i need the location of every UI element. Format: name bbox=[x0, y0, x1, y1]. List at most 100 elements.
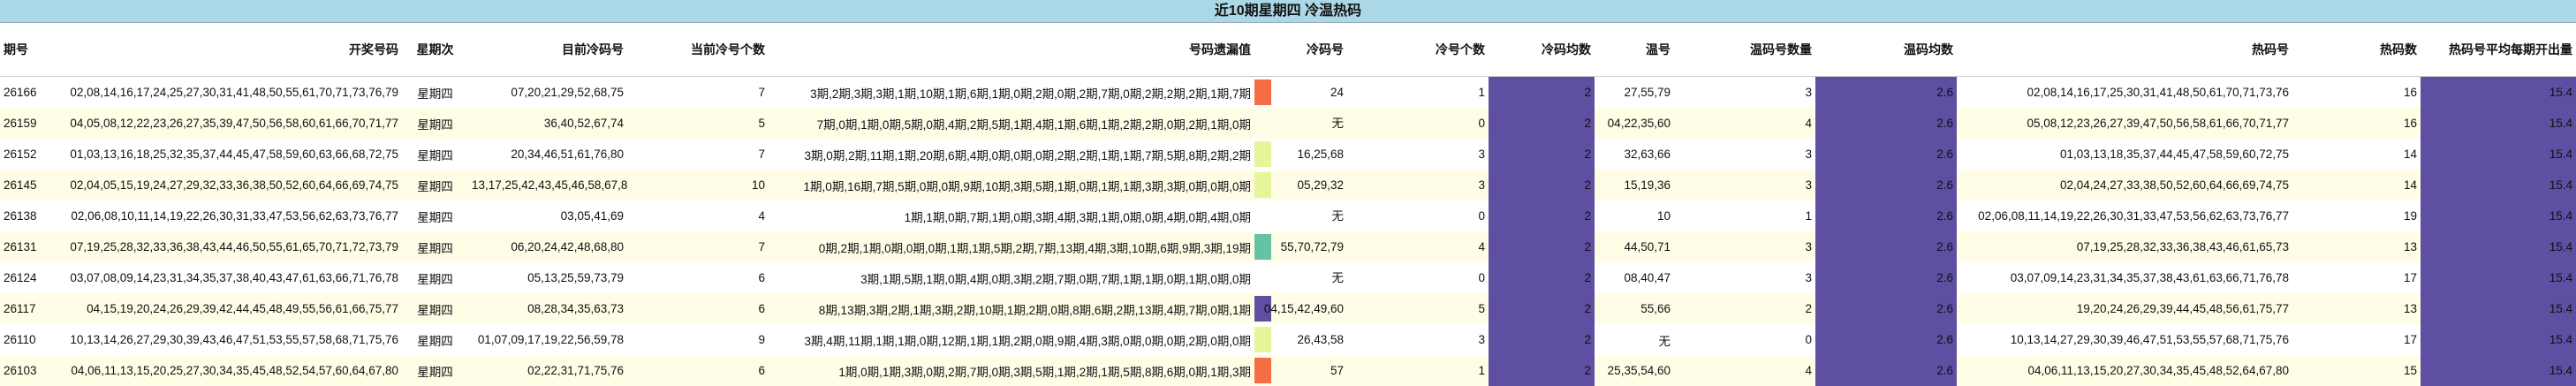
cell-omission: 0期,2期,1期,0期,0期,0期,1期,1期,5期,2期,7期,13期,4期,… bbox=[769, 231, 1254, 262]
header-hot-avg[interactable]: 热码号平均每期开出量 bbox=[2421, 23, 2576, 77]
cell-cold-count: 1 bbox=[1347, 76, 1489, 108]
cell-cold-now-count-value: 7 bbox=[758, 240, 765, 254]
cell-cold-avg: 2 bbox=[1489, 201, 1595, 231]
header-cold-now[interactable]: 目前冷码号 bbox=[468, 23, 627, 77]
cell-cold-avg-value: 2 bbox=[1584, 86, 1591, 99]
header-issue[interactable]: 期号 bbox=[0, 23, 49, 77]
cell-cold-avg: 2 bbox=[1489, 262, 1595, 293]
cell-cold-avg-value: 2 bbox=[1584, 148, 1591, 161]
table-row[interactable]: 26152 01,03,13,16,18,25,32,35,37,44,45,47… bbox=[0, 139, 2576, 170]
table-row[interactable]: 26117 04,15,19,20,24,26,29,39,42,44,45,48… bbox=[0, 293, 2576, 324]
cell-cold-avg-value: 2 bbox=[1584, 302, 1591, 315]
header-weekday[interactable]: 星期次 bbox=[402, 23, 468, 77]
cell-hot-avg-fill bbox=[2421, 262, 2576, 293]
cell-cold-now: 36,40,52,67,74 bbox=[468, 108, 627, 139]
cell-hot-count-value: 15 bbox=[2403, 364, 2417, 377]
cell-cold-now: 13,17,25,42,43,45,46,58,67,80 bbox=[468, 170, 627, 201]
cell-issue: 26152 bbox=[0, 139, 49, 170]
table-row[interactable]: 26159 04,05,08,12,22,23,26,27,35,39,47,50… bbox=[0, 108, 2576, 139]
cell-warm-avg: 2.6 bbox=[1815, 139, 1957, 170]
cell-cold-now: 08,28,34,35,63,73 bbox=[468, 293, 627, 324]
cell-warm: 55,66 bbox=[1595, 293, 1674, 324]
cell-cold-now-count: 7 bbox=[627, 139, 769, 170]
table-title: 近10期星期四 冷温热码 bbox=[0, 0, 2576, 23]
cell-hot-avg-value: 15.4 bbox=[2549, 117, 2572, 130]
cell-cold-count: 4 bbox=[1347, 231, 1489, 262]
cell-hot-avg-fill bbox=[2421, 324, 2576, 355]
cell-hot-avg-fill bbox=[2421, 108, 2576, 139]
table-row[interactable]: 26138 02,06,08,10,11,14,19,22,26,30,31,33… bbox=[0, 201, 2576, 231]
cell-warm-avg-fill bbox=[1815, 231, 1957, 262]
header-cold-avg[interactable]: 冷码均数 bbox=[1489, 23, 1595, 77]
cell-cold-count: 0 bbox=[1347, 108, 1489, 139]
cell-omission: 1期,0期,1期,3期,0期,2期,7期,0期,3期,5期,1期,2期,1期,5… bbox=[769, 355, 1254, 386]
table-row[interactable]: 26103 04,06,11,13,15,20,25,27,30,34,35,45… bbox=[0, 355, 2576, 386]
cell-omission: 3期,4期,11期,1期,1期,0期,12期,1期,1期,2期,0期,9期,4期… bbox=[769, 324, 1254, 355]
header-cold[interactable]: 冷码号 bbox=[1254, 23, 1347, 77]
cell-warm-count-value: 0 bbox=[1805, 333, 1812, 346]
cell-cold: 无 bbox=[1254, 262, 1347, 293]
cell-cold-avg-value: 2 bbox=[1584, 209, 1591, 223]
cell-cold-now-count: 5 bbox=[627, 108, 769, 139]
cell-hot: 01,03,13,18,35,37,44,45,47,58,59,60,72,7… bbox=[1957, 139, 2292, 170]
cell-cold-count-value: 0 bbox=[1478, 271, 1485, 284]
cell-cold-now-count-value: 4 bbox=[758, 209, 765, 223]
header-warm-count[interactable]: 温码号数量 bbox=[1674, 23, 1815, 77]
cell-warm-avg: 2.6 bbox=[1815, 355, 1957, 386]
cell-cold-value: 16,25,68 bbox=[1297, 148, 1344, 161]
cell-cold-now-count-value: 7 bbox=[758, 86, 765, 99]
cell-hot-avg: 15.4 bbox=[2421, 108, 2576, 139]
cell-numbers: 07,19,25,28,32,33,36,38,43,44,46,50,55,6… bbox=[49, 231, 402, 262]
cell-cold-now-count-value: 6 bbox=[758, 302, 765, 315]
cell-cold-value: 26,43,58 bbox=[1297, 333, 1344, 346]
cell-cold: 57 bbox=[1254, 355, 1347, 386]
table-row[interactable]: 26124 03,07,08,09,14,23,31,34,35,37,38,40… bbox=[0, 262, 2576, 293]
cell-cold-avg-fill bbox=[1489, 201, 1595, 231]
header-hot-count[interactable]: 热码数 bbox=[2292, 23, 2421, 77]
cell-cold-avg-value: 2 bbox=[1584, 178, 1591, 192]
header-numbers[interactable]: 开奖号码 bbox=[49, 23, 402, 77]
cell-warm-count-value: 3 bbox=[1805, 178, 1812, 192]
cell-warm-avg: 2.6 bbox=[1815, 324, 1957, 355]
cell-cold-now-count-value: 10 bbox=[751, 178, 765, 192]
cell-hot-avg-value: 15.4 bbox=[2549, 178, 2572, 192]
cell-cold: 55,70,72,79 bbox=[1254, 231, 1347, 262]
cell-cold-marker bbox=[1254, 141, 1271, 167]
cell-warm: 15,19,36 bbox=[1595, 170, 1674, 201]
cell-numbers: 01,03,13,16,18,25,32,35,37,44,45,47,58,5… bbox=[49, 139, 402, 170]
table-row[interactable]: 26166 02,08,14,16,17,24,25,27,30,31,41,48… bbox=[0, 76, 2576, 108]
header-warm[interactable]: 温号 bbox=[1595, 23, 1674, 77]
cell-weekday: 星期四 bbox=[402, 108, 468, 139]
cell-cold-avg-value: 2 bbox=[1584, 240, 1591, 254]
cell-cold-count-value: 3 bbox=[1478, 148, 1485, 161]
cell-weekday: 星期四 bbox=[402, 262, 468, 293]
table-row[interactable]: 26110 10,13,14,26,27,29,30,39,43,46,47,51… bbox=[0, 324, 2576, 355]
cell-warm: 无 bbox=[1595, 324, 1674, 355]
cell-cold-now: 20,34,46,51,61,76,80 bbox=[468, 139, 627, 170]
cell-numbers: 04,06,11,13,15,20,25,27,30,34,35,45,48,5… bbox=[49, 355, 402, 386]
cell-cold-marker bbox=[1254, 327, 1271, 352]
cell-cold-count: 0 bbox=[1347, 262, 1489, 293]
header-cold-count[interactable]: 冷号个数 bbox=[1347, 23, 1489, 77]
cell-hot-count: 14 bbox=[2292, 170, 2421, 201]
cell-warm-avg-fill bbox=[1815, 262, 1957, 293]
cell-hot-avg-fill bbox=[2421, 231, 2576, 262]
header-omission[interactable]: 号码遗漏值 bbox=[769, 23, 1254, 77]
cell-issue: 26138 bbox=[0, 201, 49, 231]
cell-hot-count-value: 16 bbox=[2403, 117, 2417, 130]
cell-warm-count-value: 3 bbox=[1805, 86, 1812, 99]
header-hot[interactable]: 热码号 bbox=[1957, 23, 2292, 77]
cell-cold-value: 04,15,42,49,60 bbox=[1263, 302, 1344, 315]
header-warm-avg[interactable]: 温码均数 bbox=[1815, 23, 1957, 77]
cell-weekday: 星期四 bbox=[402, 324, 468, 355]
cell-cold-now-count: 9 bbox=[627, 324, 769, 355]
header-cold-now-count[interactable]: 当前冷号个数 bbox=[627, 23, 769, 77]
cell-cold-now: 05,13,25,59,73,79 bbox=[468, 262, 627, 293]
cell-warm-avg-fill bbox=[1815, 201, 1957, 231]
table-row[interactable]: 26131 07,19,25,28,32,33,36,38,43,44,46,50… bbox=[0, 231, 2576, 262]
cell-hot: 02,06,08,11,14,19,22,26,30,31,33,47,53,5… bbox=[1957, 201, 2292, 231]
cell-cold-count: 3 bbox=[1347, 170, 1489, 201]
cell-hot-avg: 15.4 bbox=[2421, 262, 2576, 293]
cell-hot-avg: 15.4 bbox=[2421, 139, 2576, 170]
table-row[interactable]: 26145 02,04,05,15,19,24,27,29,32,33,36,38… bbox=[0, 170, 2576, 201]
